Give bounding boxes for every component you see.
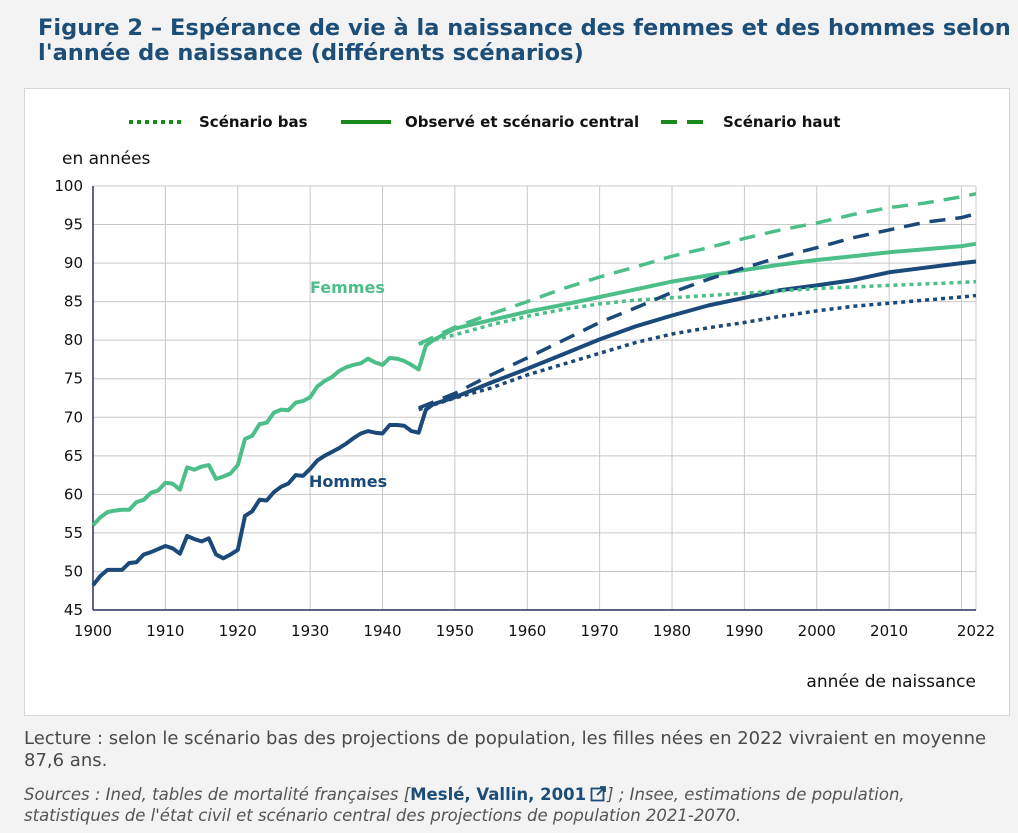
y-tick-label: 95 [64, 216, 83, 234]
y-tick-label: 75 [64, 370, 83, 388]
x-tick-label: 1950 [436, 622, 474, 640]
series-line-femmes-dashed [417, 191, 977, 346]
reference-link[interactable]: Meslé, Vallin, 2001 [410, 785, 607, 804]
legend: Scénario bas Observé et scénario central S… [129, 113, 840, 131]
y-tick-label: 50 [64, 562, 83, 580]
x-tick-label: 2010 [870, 622, 908, 640]
series-line-hommes-dashed [418, 212, 977, 410]
label-hommes: Hommes [309, 472, 387, 491]
external-link-icon[interactable] [590, 785, 607, 802]
y-tick-label: 85 [64, 293, 83, 311]
x-tick-label: 1900 [74, 622, 112, 640]
series-line-femmes-solid [91, 241, 977, 527]
series-line-femmes-dotted [418, 279, 977, 346]
grid [92, 185, 977, 610]
x-tick-label: 1980 [653, 622, 691, 640]
y-tick-label: 45 [64, 601, 83, 619]
y-tick-label: 90 [64, 254, 83, 272]
sources-prefix: Sources : Ined, tables de mortalité fran… [24, 785, 411, 804]
y-axis-title: en années [62, 149, 151, 169]
series-line-hommes-dotted [418, 293, 977, 412]
figure-title: Figure 2 – Espérance de vie à la naissan… [38, 15, 1011, 66]
sources-suffix: ] ; Insee, estimations de population, st… [24, 785, 905, 825]
series-line-hommes-solid [91, 259, 977, 587]
x-tick-label: 1970 [581, 622, 619, 640]
y-tick-label: 55 [64, 524, 83, 542]
x-tick-label: 1960 [508, 622, 546, 640]
x-tick-label: 2022 [957, 622, 995, 640]
y-tick-label: 60 [64, 485, 83, 503]
label-femmes: Femmes [310, 278, 385, 297]
y-tick-label: 70 [64, 408, 83, 426]
x-tick-label: 1940 [363, 622, 401, 640]
x-tick-label: 1920 [219, 622, 257, 640]
legend-label-solid: Observé et scénario central [405, 113, 639, 131]
reference-label[interactable]: Meslé, Vallin, 2001 [410, 785, 587, 804]
axes: 45 50 55 60 65 70 75 80 85 90 95 100 1900 1910 1920 193… [54, 149, 995, 692]
x-tick-label: 1990 [725, 622, 763, 640]
legend-label-dotted: Scénario bas [199, 113, 308, 131]
sources-note: Sources : Ined, tables de mortalité fran… [24, 784, 924, 826]
x-tick-label: 2000 [798, 622, 836, 640]
series [91, 191, 977, 587]
reading-note: Lecture : selon le scénario bas des proj… [24, 728, 987, 771]
x-tick-label: 1930 [291, 622, 329, 640]
x-tick-label: 1910 [146, 622, 184, 640]
life-expectancy-chart: 45 50 55 60 65 70 75 80 85 90 95 100 1900 1910 1920 193… [54, 113, 995, 692]
x-axis-title: année de naissance [806, 672, 976, 692]
chart-panel: 45 50 55 60 65 70 75 80 85 90 95 100 1900 1910 1920 193… [24, 88, 1010, 716]
y-tick-label: 80 [64, 331, 83, 349]
y-tick-label: 65 [64, 447, 83, 465]
legend-label-dashed: Scénario haut [723, 113, 840, 131]
y-tick-label: 100 [54, 177, 83, 195]
annotations: Femmes Hommes [309, 278, 387, 491]
